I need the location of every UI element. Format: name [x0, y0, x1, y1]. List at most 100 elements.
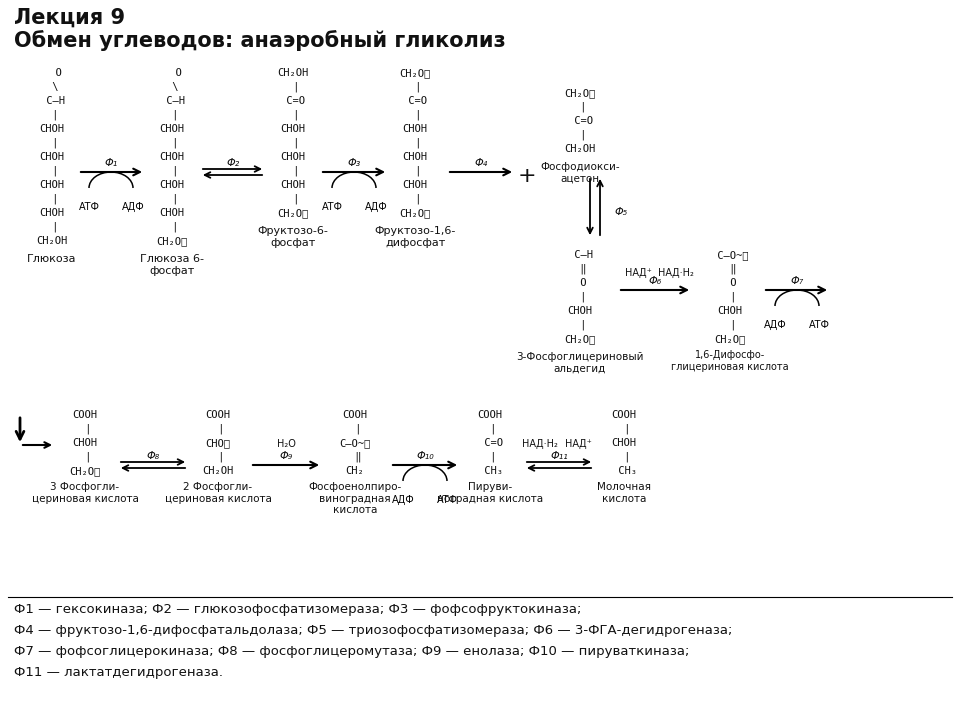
Text: |: |: [287, 110, 300, 120]
Text: COOH: COOH: [205, 410, 230, 420]
Text: CH₂O⑥: CH₂O⑥: [564, 88, 595, 98]
Text: 3 Фосфогли-
цериновая кислота: 3 Фосфогли- цериновая кислота: [32, 482, 138, 503]
Text: |: |: [617, 452, 631, 462]
Text: |: |: [287, 138, 300, 148]
Text: |: |: [287, 194, 300, 204]
Text: Ф11 — лактатдегидрогеназа.: Ф11 — лактатдегидрогеназа.: [14, 666, 223, 679]
Text: CHOH: CHOH: [567, 306, 592, 316]
Text: |: |: [409, 110, 421, 120]
Text: C=O: C=O: [477, 438, 502, 448]
Text: Ф4 — фруктозо-1,6-дифосфатальдолаза; Ф5 — триозофосфатизомераза; Ф6 — 3-ФГА-деги: Ф4 — фруктозо-1,6-дифосфатальдолаза; Ф5 …: [14, 624, 732, 637]
Text: |: |: [724, 320, 736, 330]
Text: CH₂OH: CH₂OH: [203, 466, 233, 476]
Text: CH₂O⑥: CH₂O⑥: [714, 334, 746, 344]
Text: Φ₂: Φ₂: [227, 158, 240, 168]
Text: |: |: [46, 194, 59, 204]
Text: CH₂O⑥: CH₂O⑥: [156, 236, 187, 246]
Text: Φ₇: Φ₇: [790, 276, 804, 286]
Text: Φ₅: Φ₅: [614, 207, 627, 217]
Text: ‖: ‖: [724, 264, 736, 274]
Text: АДФ: АДФ: [763, 320, 786, 330]
Text: CHOH: CHOH: [39, 208, 64, 218]
Text: CHOH: CHOH: [159, 208, 184, 218]
Text: |: |: [484, 452, 496, 462]
Text: C—O~⑥: C—O~⑥: [340, 438, 371, 448]
Text: |: |: [166, 166, 179, 176]
Text: АТФ: АТФ: [79, 202, 100, 212]
Text: 1,6-Дифосфо-
глицериновая кислота: 1,6-Дифосфо- глицериновая кислота: [671, 350, 789, 372]
Text: COOH: COOH: [477, 410, 502, 420]
Text: H₂O: H₂O: [276, 439, 296, 449]
Text: АДФ: АДФ: [392, 495, 415, 505]
Text: CHOH: CHOH: [39, 152, 64, 162]
Text: Φ₈: Φ₈: [146, 451, 159, 461]
Text: |: |: [574, 320, 587, 330]
Text: CH₃: CH₃: [477, 466, 502, 476]
Text: O: O: [162, 68, 181, 78]
Text: 2 Фосфогли-
цериновая кислота: 2 Фосфогли- цериновая кислота: [164, 482, 272, 503]
Text: CH₃: CH₃: [612, 466, 636, 476]
Text: Фруктозо-6-
фосфат: Фруктозо-6- фосфат: [257, 226, 328, 248]
Text: НАД⁺: НАД⁺: [625, 268, 652, 278]
Text: |: |: [484, 424, 496, 434]
Text: Ф1 — гексокиназа; Ф2 — глюкозофосфатизомераза; Ф3 — фофсофруктокиназа;: Ф1 — гексокиназа; Ф2 — глюкозофосфатизом…: [14, 603, 582, 616]
Text: CHOH: CHOH: [159, 152, 184, 162]
Text: Пируви-
ноградная кислота: Пируви- ноградная кислота: [437, 482, 543, 503]
Text: Φ₄: Φ₄: [474, 158, 488, 168]
Text: Φ₁₀: Φ₁₀: [416, 451, 434, 461]
Text: |: |: [409, 138, 421, 148]
Text: C=O: C=O: [280, 96, 305, 106]
Text: CHOH: CHOH: [280, 124, 305, 134]
Text: |: |: [166, 194, 179, 204]
Text: CH₂OH: CH₂OH: [36, 236, 67, 246]
Text: CH₂O⑥: CH₂O⑥: [277, 208, 308, 218]
Text: Ф7 — фофсоглицерокиназа; Ф8 — фосфоглицеромутаза; Ф9 — енолаза; Ф10 — пируваткин: Ф7 — фофсоглицерокиназа; Ф8 — фосфоглице…: [14, 645, 689, 658]
Text: Φ₁: Φ₁: [105, 158, 118, 168]
Text: CHO⑥: CHO⑥: [205, 438, 230, 448]
Text: |: |: [166, 110, 179, 120]
Text: CH₂O⑥: CH₂O⑥: [69, 466, 101, 476]
Text: |: |: [46, 138, 59, 148]
Text: |: |: [287, 166, 300, 176]
Text: |: |: [212, 452, 225, 462]
Text: Φ₃: Φ₃: [348, 158, 361, 168]
Text: CHOH: CHOH: [402, 180, 427, 190]
Text: \: \: [166, 82, 179, 92]
Text: Глюкоза 6-
фосфат: Глюкоза 6- фосфат: [140, 254, 204, 276]
Text: CH₂OH: CH₂OH: [277, 68, 308, 78]
Text: НАД·Н₂: НАД·Н₂: [658, 268, 694, 278]
Text: CHOH: CHOH: [159, 124, 184, 134]
Text: CHOH: CHOH: [402, 124, 427, 134]
Text: |: |: [617, 424, 631, 434]
Text: CHOH: CHOH: [39, 180, 64, 190]
Text: CH₂O⑥: CH₂O⑥: [564, 334, 595, 344]
Text: COOH: COOH: [343, 410, 368, 420]
Text: Фосфодиокси-
ацетон: Фосфодиокси- ацетон: [540, 162, 620, 184]
Text: CHOH: CHOH: [717, 306, 742, 316]
Text: CHOH: CHOH: [39, 124, 64, 134]
Text: Обмен углеводов: анаэробный гликолиз: Обмен углеводов: анаэробный гликолиз: [14, 30, 506, 51]
Text: Молочная
кислота: Молочная кислота: [597, 482, 651, 503]
Text: ‖: ‖: [348, 452, 361, 462]
Text: Фруктозо-1,6-
дифосфат: Фруктозо-1,6- дифосфат: [374, 226, 456, 248]
Text: \: \: [46, 82, 59, 92]
Text: C=O: C=O: [567, 116, 592, 126]
Text: +: +: [517, 166, 537, 186]
Text: C—H: C—H: [39, 96, 64, 106]
Text: COOH: COOH: [73, 410, 98, 420]
Text: |: |: [724, 292, 736, 302]
Text: CHOH: CHOH: [159, 180, 184, 190]
Text: |: |: [166, 222, 179, 233]
Text: ‖: ‖: [574, 264, 587, 274]
Text: O: O: [724, 278, 736, 288]
Text: АТФ: АТФ: [437, 495, 458, 505]
Text: O: O: [42, 68, 61, 78]
Text: |: |: [79, 424, 91, 434]
Text: COOH: COOH: [612, 410, 636, 420]
Text: |: |: [574, 130, 587, 140]
Text: |: |: [409, 82, 421, 92]
Text: Φ₁₁: Φ₁₁: [550, 451, 568, 461]
Text: НАД⁺: НАД⁺: [564, 439, 591, 449]
Text: Φ₆: Φ₆: [648, 276, 661, 286]
Text: Лекция 9: Лекция 9: [14, 8, 125, 28]
